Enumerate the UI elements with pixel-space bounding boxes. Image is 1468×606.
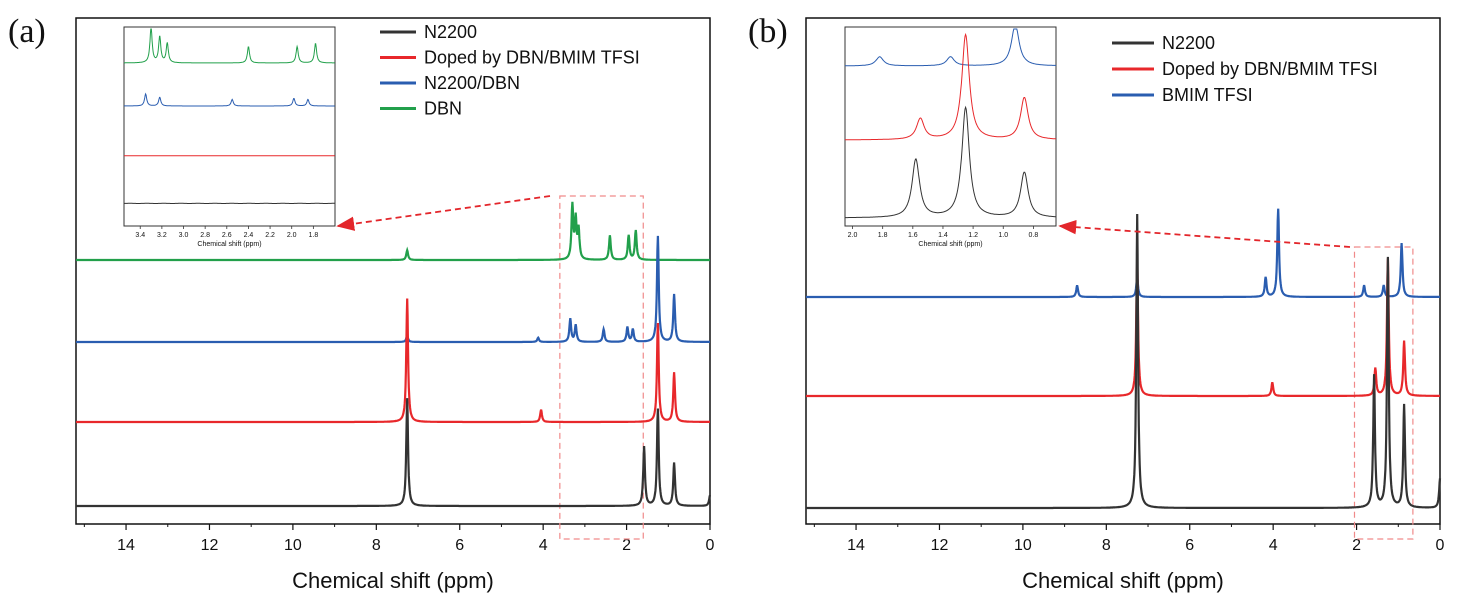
inset-tick-label: 3.0 <box>179 232 189 239</box>
inset-spectrum-line <box>845 105 1057 219</box>
inset-tick-label: 2.6 <box>222 232 232 239</box>
x-tick-label: 4 <box>539 537 548 554</box>
x-tick-label: 6 <box>455 537 464 554</box>
x-tick-label: 6 <box>1185 537 1194 554</box>
panel-a: (a) 14 12 10 8 6 4 2 0 Chemical shift (ppm) N2200 D… <box>8 13 715 593</box>
zoom-arrow <box>1058 219 1351 248</box>
spectrum-line-doped-by-dbn-bmim-tfsi <box>806 258 1440 398</box>
inset-x-axis-label: Chemical shift (ppm) <box>197 241 261 248</box>
legend-label: N2200/DBN <box>424 73 520 93</box>
plot-frame <box>805 17 1441 525</box>
inset-spectrum-line <box>845 28 1057 67</box>
panel-b: (b) 14 12 10 8 6 4 2 0 Chemical shift (ppm) N2200 D… <box>748 13 1445 593</box>
inset-x-axis-label: Chemical shift (ppm) <box>918 241 982 248</box>
spectrum-line-bmim-tfsi <box>806 208 1440 299</box>
x-tick-label: 2 <box>1352 537 1361 554</box>
legend-label: Doped by DBN/BMIM TFSI <box>424 48 640 68</box>
inset-tick-label: 1.0 <box>998 232 1008 239</box>
inset-spectrum-line <box>124 28 335 64</box>
x-tick-label: 2 <box>622 537 631 554</box>
x-tick-label: 12 <box>931 537 949 554</box>
x-tick-label: 10 <box>1014 537 1032 554</box>
inset-panel: 3.4 3.2 3.0 2.8 2.6 2.4 2.2 2.0 1.8 Chemical shif… <box>123 26 336 248</box>
inset-tick-label: 0.8 <box>1029 232 1039 239</box>
inset-panel: 2.0 1.8 1.6 1.4 1.2 1.0 0.8 Chemical shift (ppm… <box>844 26 1057 248</box>
panel-label: (b) <box>748 13 788 50</box>
inset-tick-label: 1.8 <box>308 232 318 239</box>
x-tick-label: 8 <box>1102 537 1111 554</box>
x-tick-label: 8 <box>372 537 381 554</box>
inset-tick-label: 1.6 <box>908 232 918 239</box>
plot-frame <box>75 17 711 525</box>
x-tick-label: 10 <box>284 537 302 554</box>
x-tick-label: 12 <box>201 537 219 554</box>
x-axis-label: Chemical shift (ppm) <box>292 568 494 593</box>
spectrum-line-doped-by-dbn-bmim-tfsi <box>76 298 710 424</box>
panel-label: (a) <box>8 13 46 50</box>
zoom-arrow <box>336 195 551 231</box>
inset-frame <box>123 26 336 227</box>
x-axis-label: Chemical shift (ppm) <box>1022 568 1224 593</box>
inset-tick-label: 2.0 <box>848 232 858 239</box>
x-tick-label: 14 <box>847 537 865 554</box>
inset-tick-label: 3.2 <box>157 232 167 239</box>
spectrum-line-n2200-dbn <box>76 235 710 344</box>
legend-label: N2200 <box>1162 33 1215 53</box>
inset-tick-label: 2.0 <box>287 232 297 239</box>
legend-label: Doped by DBN/BMIM TFSI <box>1162 59 1378 79</box>
x-tick-label: 0 <box>706 537 715 554</box>
zoom-region-box <box>559 195 644 540</box>
inset-tick-label: 3.4 <box>135 232 145 239</box>
legend-label: N2200 <box>424 22 477 42</box>
inset-tick-label: 1.8 <box>878 232 888 239</box>
inset-frame <box>844 26 1057 227</box>
spectrum-line-n2200 <box>806 213 1442 510</box>
inset-spectrum-line <box>124 92 335 107</box>
legend-label: BMIM TFSI <box>1162 85 1253 105</box>
inset-tick-label: 2.4 <box>244 232 254 239</box>
zoom-region-box <box>1353 246 1414 540</box>
inset-spectrum-line <box>844 32 1057 141</box>
inset-tick-label: 1.2 <box>968 232 978 239</box>
legend-label: DBN <box>424 99 462 119</box>
x-tick-label: 14 <box>117 537 135 554</box>
x-tick-label: 4 <box>1269 537 1278 554</box>
inset-tick-label: 1.4 <box>938 232 948 239</box>
x-tick-label: 0 <box>1436 537 1445 554</box>
inset-tick-label: 2.2 <box>265 232 275 239</box>
inset-tick-label: 2.8 <box>200 232 210 239</box>
spectrum-line-dbn <box>76 201 710 262</box>
spectrum-line-n2200 <box>76 398 712 508</box>
